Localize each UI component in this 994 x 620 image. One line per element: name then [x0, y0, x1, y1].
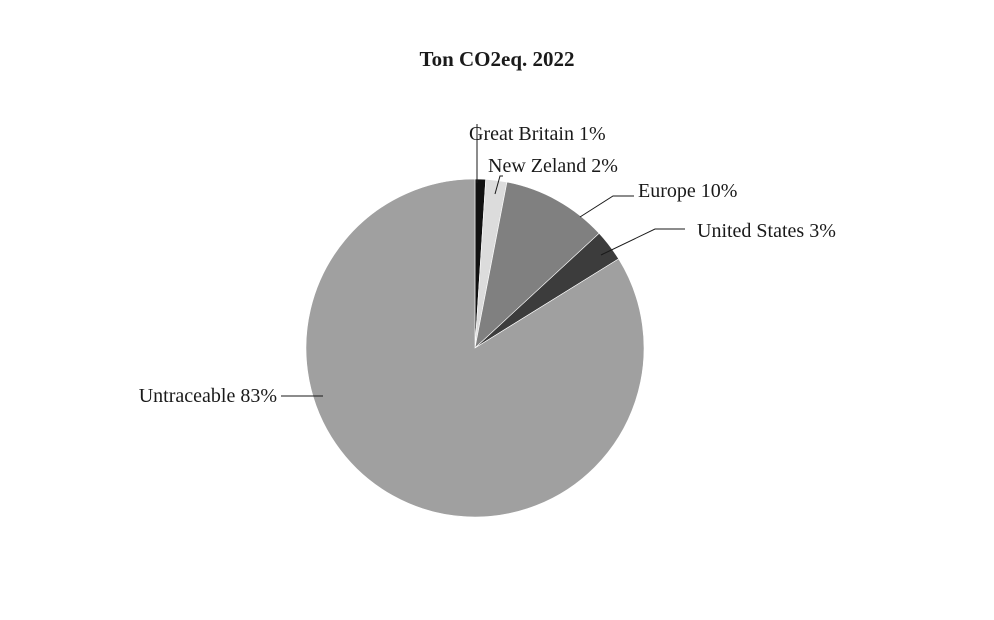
pie-slice-untraceable [305, 178, 645, 518]
slice-label-europe: Europe 10% [638, 180, 737, 202]
slice-label-great-britain: Great Britain 1% [469, 123, 606, 145]
pie-slice-europe [474, 181, 600, 349]
slice-label-united-states: United States 3% [697, 220, 836, 242]
leader-line-europe [579, 195, 634, 218]
chart-title: Ton CO2eq. 2022 [419, 47, 574, 71]
slice-labels: Great Britain 1% New Zeland 2% Europe 10% U… [139, 123, 836, 407]
pie-slices [305, 178, 645, 518]
slice-label-new-zeland: New Zeland 2% [488, 155, 618, 177]
leader-line-united-states [600, 228, 685, 256]
leader-line-new-zeland [494, 175, 503, 195]
slice-label-untraceable: Untraceable 83% [139, 385, 277, 407]
